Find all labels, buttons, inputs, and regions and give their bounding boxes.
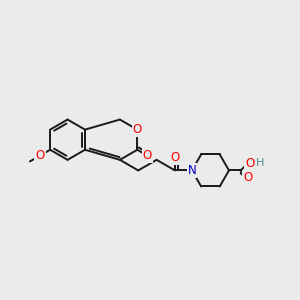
Text: O: O	[170, 151, 180, 164]
Text: H: H	[256, 158, 265, 168]
Text: O: O	[35, 149, 45, 162]
Text: O: O	[133, 123, 142, 136]
Text: O: O	[243, 171, 253, 184]
Text: N: N	[188, 164, 196, 177]
Text: O: O	[245, 157, 254, 169]
Text: O: O	[143, 149, 152, 162]
